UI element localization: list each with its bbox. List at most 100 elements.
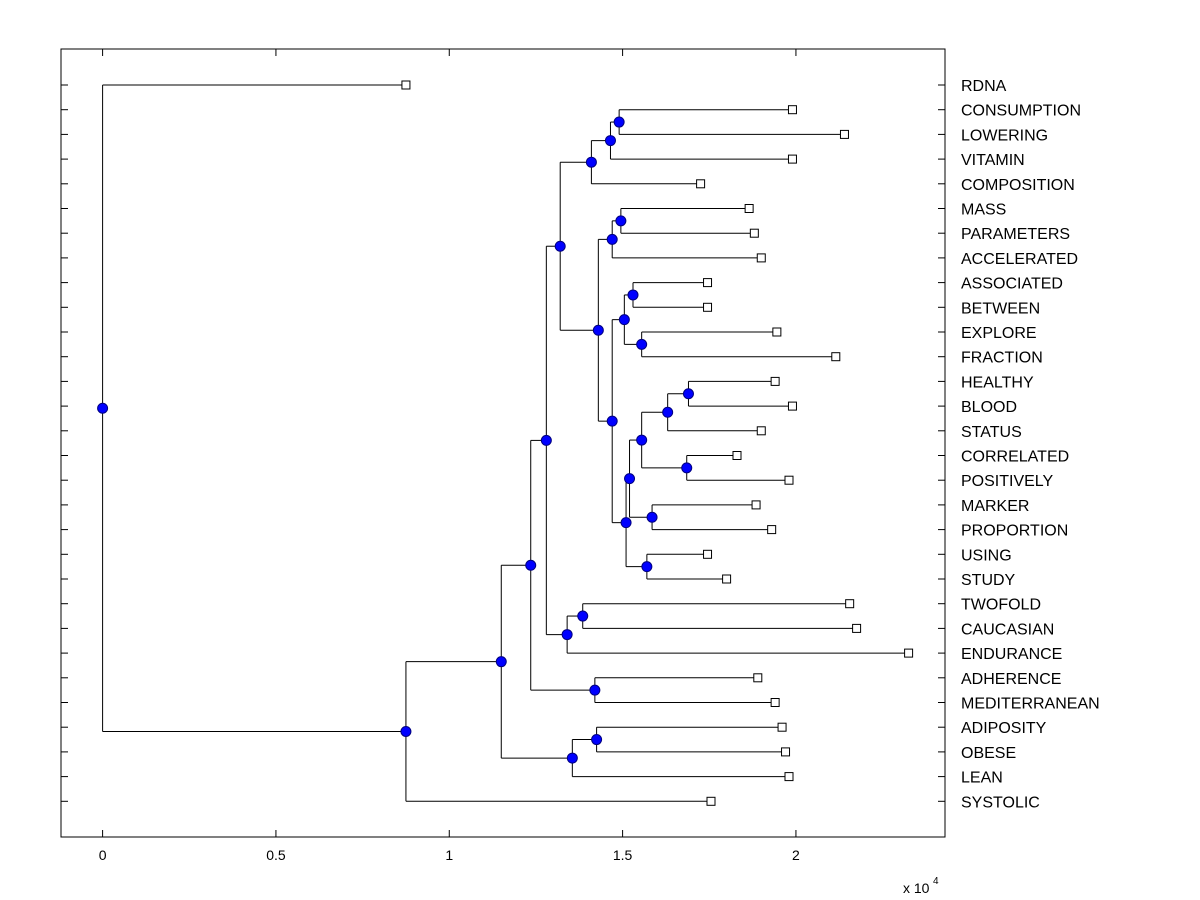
leaf-marker-blood <box>787 401 797 411</box>
merge-node-n12 <box>636 434 648 446</box>
merge-node-n25 <box>591 734 603 746</box>
merge-node-n27 <box>495 656 507 668</box>
leaf-label-parameters: PARAMETERS <box>961 226 1070 243</box>
leaf-label-obese: OBESE <box>961 745 1016 762</box>
leaf-marker-vitamin <box>787 154 797 164</box>
x-tick-labels: 0 0.5 1 1.5 2 <box>99 847 800 863</box>
merge-node-n1 <box>613 116 625 128</box>
leaf-label-mediterranean: MEDITERRANEAN <box>961 696 1100 713</box>
leaf-label-study: STUDY <box>961 572 1016 589</box>
leaf-markers <box>401 80 914 806</box>
leaf-marker-marker <box>751 500 761 510</box>
leaf-label-correlated: CORRELATED <box>961 449 1069 466</box>
leaf-label-rdna: RDNA <box>961 78 1007 95</box>
merge-node-n2 <box>604 135 616 147</box>
leaf-label-caucasian: CAUCASIAN <box>961 621 1054 638</box>
merge-node-n15 <box>641 561 653 573</box>
merge-node-n21 <box>561 629 573 641</box>
merge-node-n26 <box>566 752 578 764</box>
merge-node-n13 <box>646 511 658 523</box>
leaf-label-using: USING <box>961 547 1012 564</box>
merge-node-n10 <box>662 406 674 418</box>
leaf-marker-parameters <box>749 228 759 238</box>
leaf-marker-composition <box>696 179 706 189</box>
plot-area-frame <box>60 48 946 838</box>
leaf-marker-adiposity <box>777 722 787 732</box>
merge-node-n3 <box>585 156 597 168</box>
leaf-marker-lowering <box>839 129 849 139</box>
leaf-marker-fraction <box>831 352 841 362</box>
x-tick-label: 0.5 <box>266 847 286 863</box>
axis-ticks <box>61 49 945 837</box>
leaf-label-vitamin: VITAMIN <box>961 152 1025 169</box>
x-multiplier-exponent: 4 <box>933 876 939 887</box>
leaf-marker-systolic <box>706 796 716 806</box>
merge-node-n20 <box>577 610 589 622</box>
leaf-marker-rdna <box>401 80 411 90</box>
leaf-marker-lean <box>784 772 794 782</box>
merge-node-n14 <box>624 473 636 485</box>
x-tick-label: 0 <box>99 847 107 863</box>
leaf-label-endurance: ENDURANCE <box>961 646 1062 663</box>
merge-node-n22 <box>540 434 552 446</box>
leaf-label-mass: MASS <box>961 202 1006 219</box>
merge-node-n24 <box>525 559 537 571</box>
merge-node-n7 <box>636 338 648 350</box>
merge-node-n23 <box>589 684 601 696</box>
leaf-label-adiposity: ADIPOSITY <box>961 720 1047 737</box>
x-multiplier-label: x 10 <box>903 880 930 896</box>
leaf-label-blood: BLOOD <box>961 399 1017 416</box>
merge-node-n11 <box>681 462 693 474</box>
leaf-marker-adherence <box>753 673 763 683</box>
leaf-marker-proportion <box>767 525 777 535</box>
leaf-marker-study <box>722 574 732 584</box>
leaf-marker-healthy <box>770 376 780 386</box>
leaf-marker-explore <box>772 327 782 337</box>
leaf-marker-obese <box>781 747 791 757</box>
leaf-marker-mediterranean <box>770 698 780 707</box>
leaf-label-healthy: HEALTHY <box>961 374 1034 391</box>
merge-node-n6 <box>627 289 639 301</box>
merge-node-n18 <box>592 324 604 336</box>
leaf-marker-mass <box>744 204 754 213</box>
x-tick-label: 1.5 <box>613 847 633 863</box>
leaf-label-lean: LEAN <box>961 770 1003 787</box>
leaf-labels: RDNA CONSUMPTION LOWERING VITAMIN COMPOSITIO… <box>961 78 1100 811</box>
leaf-label-between: BETWEEN <box>961 300 1040 317</box>
leaf-label-marker: MARKER <box>961 498 1029 515</box>
merge-node-n9 <box>682 388 694 400</box>
leaf-label-positively: POSITIVELY <box>961 473 1054 490</box>
leaf-label-accelerated: ACCELERATED <box>961 251 1078 268</box>
leaf-marker-correlated <box>732 451 742 460</box>
leaf-label-proportion: PROPORTION <box>961 523 1068 540</box>
leaf-label-explore: EXPLORE <box>961 325 1037 342</box>
leaf-label-consumption: CONSUMPTION <box>961 103 1081 120</box>
merge-node-root <box>97 402 109 414</box>
merge-node-n5 <box>606 233 618 245</box>
leaf-label-lowering: LOWERING <box>961 127 1048 144</box>
merge-node-n8 <box>618 314 630 326</box>
leaf-marker-consumption <box>787 105 797 115</box>
leaf-marker-using <box>703 549 713 559</box>
leaf-label-twofold: TWOFOLD <box>961 597 1041 614</box>
leaf-marker-accelerated <box>756 253 766 263</box>
leaf-label-fraction: FRACTION <box>961 350 1043 367</box>
leaf-marker-between <box>703 302 713 312</box>
leaf-marker-endurance <box>904 648 914 658</box>
leaf-marker-caucasian <box>852 623 862 633</box>
merge-nodes <box>97 116 694 764</box>
merge-node-n19 <box>554 240 566 252</box>
x-tick-label: 2 <box>792 847 800 863</box>
x-tick-label: 1 <box>445 847 453 863</box>
leaf-marker-positively <box>784 475 794 485</box>
leaf-marker-associated <box>703 278 713 288</box>
leaf-marker-twofold <box>845 599 855 609</box>
leaf-marker-status <box>756 426 766 436</box>
leaf-label-associated: ASSOCIATED <box>961 276 1063 293</box>
merge-node-n4 <box>615 215 627 227</box>
leaf-label-composition: COMPOSITION <box>961 177 1075 194</box>
merge-node-n28 <box>400 725 412 737</box>
merge-node-n16 <box>620 517 632 529</box>
leaf-label-adherence: ADHERENCE <box>961 671 1061 688</box>
